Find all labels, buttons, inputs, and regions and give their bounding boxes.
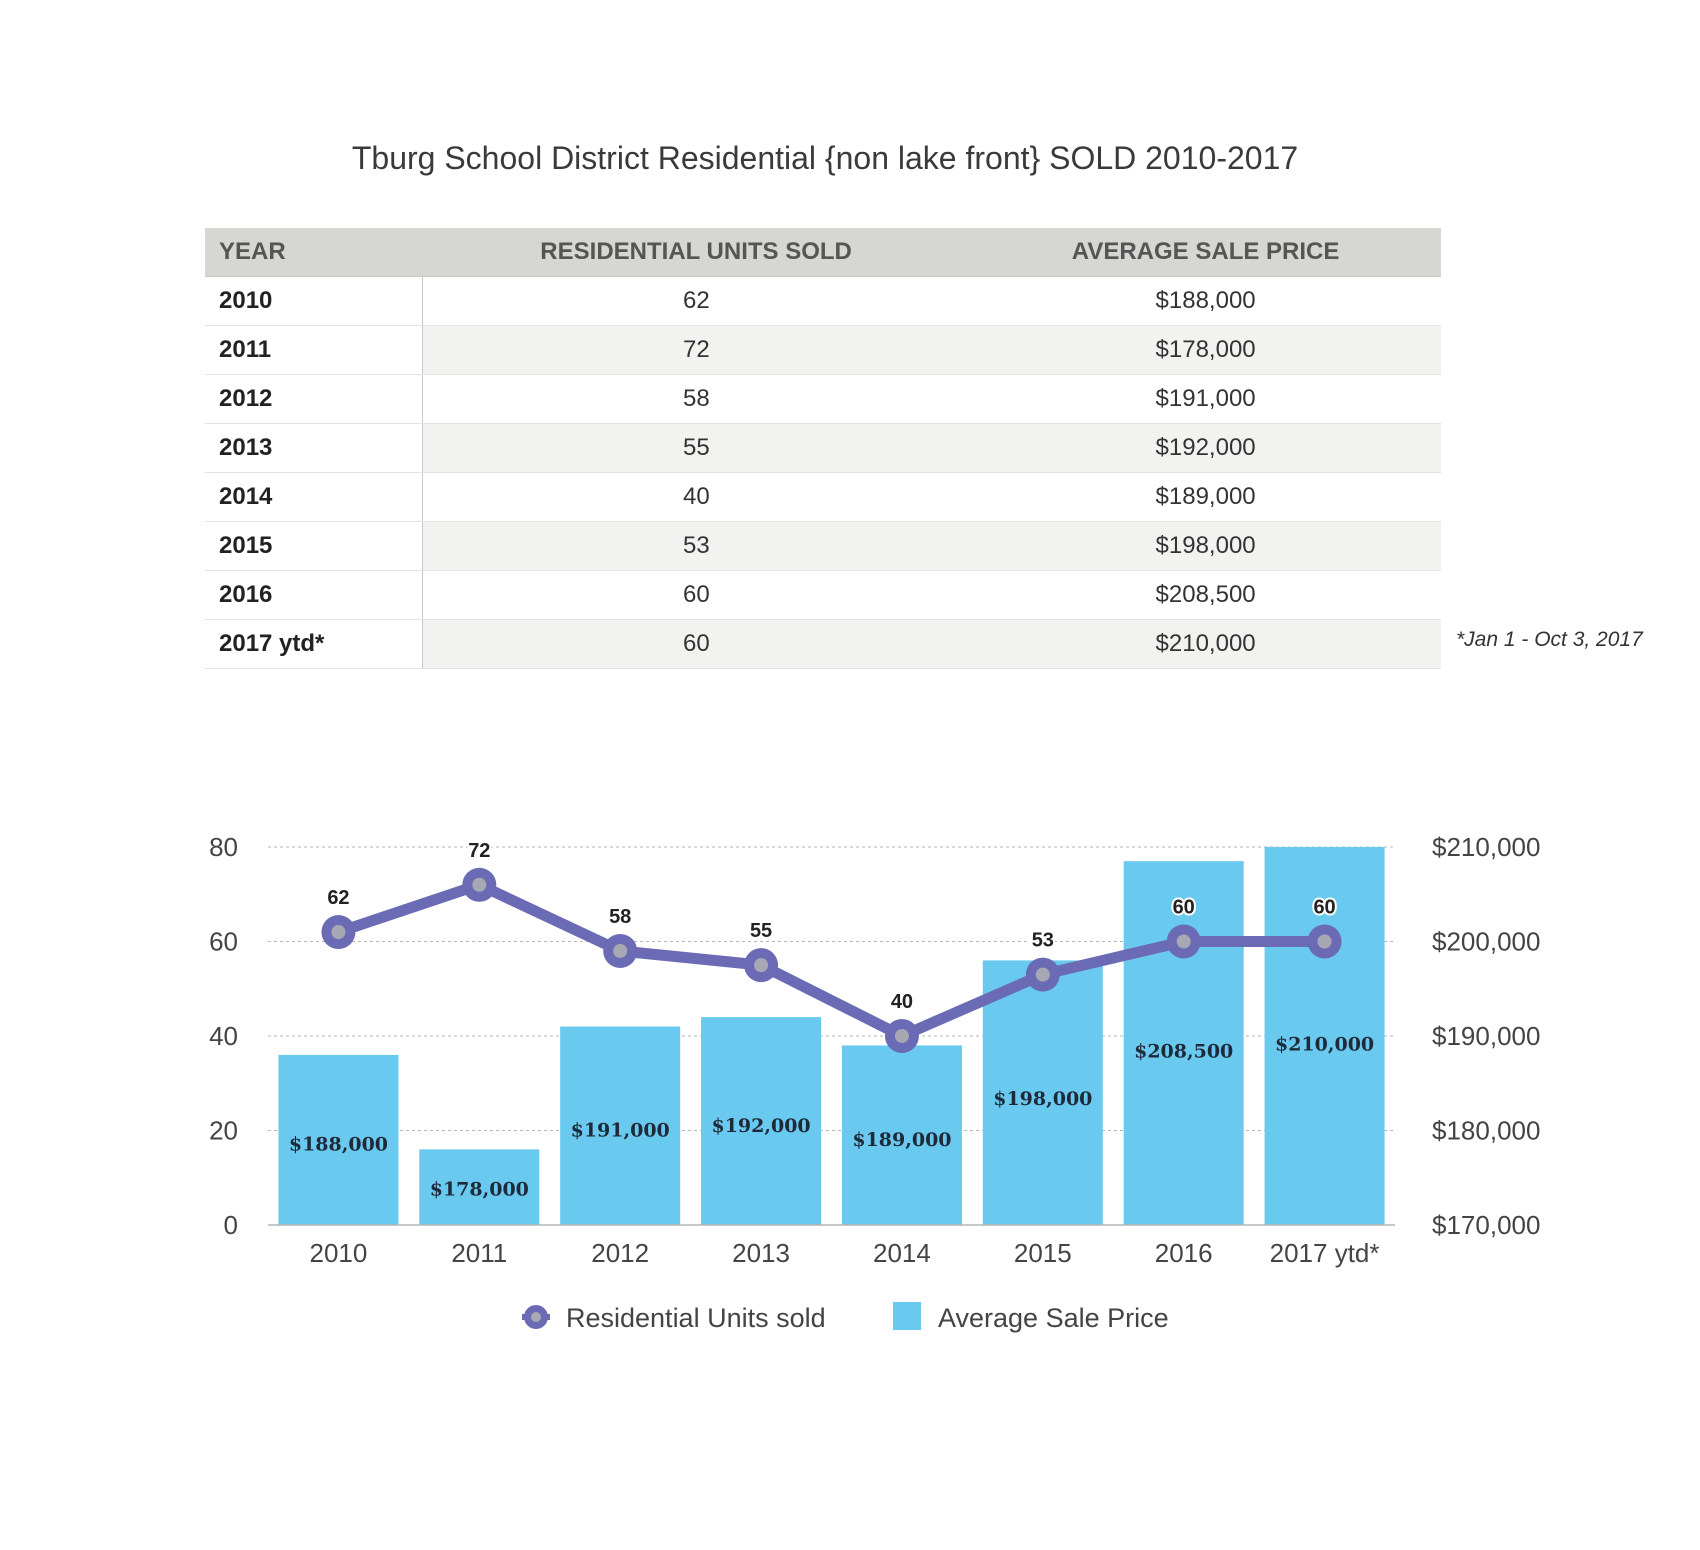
legend-label-price: Average Sale Price bbox=[938, 1303, 1169, 1333]
header-units: RESIDENTIAL UNITS SOLD bbox=[422, 228, 971, 277]
point-value-label: 60 bbox=[1313, 897, 1335, 919]
x-tick-label: 2010 bbox=[310, 1238, 368, 1268]
y-right-tick-label: $200,000 bbox=[1432, 927, 1540, 957]
bar bbox=[560, 1026, 681, 1225]
x-tick-label: 2013 bbox=[732, 1238, 790, 1268]
cell-year: 2015 bbox=[205, 521, 423, 571]
bar bbox=[278, 1054, 399, 1225]
line-point-center bbox=[894, 1029, 909, 1043]
page-title: Tburg School District Residential {non l… bbox=[351, 140, 1299, 176]
cell-price: $191,000 bbox=[970, 374, 1441, 424]
y-right-tick-label: $180,000 bbox=[1432, 1116, 1540, 1146]
cell-year: 2010 bbox=[205, 276, 423, 326]
bar bbox=[841, 1045, 962, 1225]
cell-price: $188,000 bbox=[970, 276, 1441, 326]
cell-price: $208,500 bbox=[970, 570, 1441, 620]
cell-price: $178,000 bbox=[970, 325, 1441, 375]
x-tick-label: 2012 bbox=[591, 1238, 649, 1268]
x-tick-label: 2011 bbox=[451, 1238, 507, 1268]
cell-units: 60 bbox=[422, 619, 971, 669]
bar-value-label: $189,000 bbox=[852, 1129, 951, 1151]
cell-price: $189,000 bbox=[970, 472, 1441, 522]
y-left-tick-label: 80 bbox=[209, 832, 238, 862]
header-price: AVERAGE SALE PRICE bbox=[970, 228, 1441, 277]
table-row: 2016 60 $208,500 bbox=[205, 570, 1441, 620]
cell-units: 55 bbox=[422, 423, 971, 473]
table-row: 2015 53 $198,000 bbox=[205, 521, 1441, 571]
sales-table: YEAR RESIDENTIAL UNITS SOLD AVERAGE SALE… bbox=[205, 228, 1441, 669]
line-point-center bbox=[1176, 934, 1191, 949]
bar bbox=[701, 1017, 822, 1225]
table-row: 2012 58 $191,000 bbox=[205, 374, 1441, 424]
cell-year: 2017 ytd* bbox=[205, 619, 423, 669]
cell-units: 40 bbox=[422, 472, 971, 522]
header-year: YEAR bbox=[205, 228, 422, 277]
cell-year: 2014 bbox=[205, 472, 423, 522]
cell-units: 58 bbox=[422, 374, 971, 424]
cell-year: 2013 bbox=[205, 423, 423, 473]
bar-value-label: $192,000 bbox=[711, 1115, 810, 1137]
cell-year: 2016 bbox=[205, 570, 423, 620]
bar-value-label: $210,000 bbox=[1275, 1034, 1374, 1056]
y-right-tick-label: $210,000 bbox=[1432, 832, 1540, 862]
point-value-label: 40 bbox=[891, 991, 913, 1013]
cell-price: $198,000 bbox=[970, 521, 1441, 571]
point-value-label: 72 bbox=[468, 840, 490, 862]
cell-price: $210,000 bbox=[970, 619, 1441, 669]
bar-value-label: $178,000 bbox=[430, 1179, 529, 1201]
bar-value-label: $191,000 bbox=[571, 1120, 670, 1142]
cell-year: 2012 bbox=[205, 374, 423, 424]
y-left-tick-label: 20 bbox=[209, 1116, 238, 1146]
y-right-tick-label: $190,000 bbox=[1432, 1021, 1540, 1051]
line-point-center bbox=[1035, 967, 1050, 982]
cell-year: 2011 bbox=[205, 325, 423, 375]
x-tick-label: 2016 bbox=[1155, 1238, 1213, 1268]
cell-price: $192,000 bbox=[970, 423, 1441, 473]
legend-line-marker-center bbox=[531, 1312, 541, 1322]
table-row: 2011 72 $178,000 bbox=[205, 325, 1441, 375]
cell-units: 62 bbox=[422, 276, 971, 326]
bar bbox=[1264, 847, 1385, 1225]
bar bbox=[982, 960, 1103, 1225]
bar-value-label: $198,000 bbox=[993, 1088, 1092, 1110]
y-left-tick-label: 60 bbox=[209, 927, 238, 957]
legend-label-units: Residential Units sold bbox=[566, 1303, 826, 1333]
table-header-row: YEAR RESIDENTIAL UNITS SOLD AVERAGE SALE… bbox=[205, 228, 1441, 277]
point-value-label: 60 bbox=[1173, 897, 1195, 919]
table-row: 2013 55 $192,000 bbox=[205, 423, 1441, 473]
point-value-label: 62 bbox=[327, 887, 349, 909]
table-row: 2014 40 $189,000 bbox=[205, 472, 1441, 522]
y-left-tick-label: 40 bbox=[209, 1021, 238, 1051]
cell-units: 60 bbox=[422, 570, 971, 620]
point-value-label: 55 bbox=[750, 920, 772, 942]
legend-bar-swatch bbox=[893, 1302, 921, 1330]
point-value-label: 58 bbox=[609, 906, 631, 928]
x-tick-label: 2015 bbox=[1014, 1238, 1072, 1268]
footnote: *Jan 1 - Oct 3, 2017 bbox=[1456, 628, 1643, 651]
y-left-tick-label: 0 bbox=[224, 1210, 238, 1240]
point-value-label: 53 bbox=[1032, 930, 1054, 952]
bar bbox=[1123, 861, 1244, 1225]
table-row: 2010 62 $188,000 bbox=[205, 276, 1441, 326]
y-right-tick-label: $170,000 bbox=[1432, 1210, 1540, 1240]
line-point-center bbox=[331, 925, 346, 940]
series-line bbox=[336, 879, 1325, 1042]
cell-units: 72 bbox=[422, 325, 971, 375]
bar bbox=[419, 1149, 540, 1225]
bar-value-label: $208,500 bbox=[1134, 1040, 1233, 1062]
x-tick-label: 2017 ytd* bbox=[1270, 1238, 1380, 1268]
bar-value-label: $188,000 bbox=[289, 1133, 388, 1155]
x-tick-label: 2014 bbox=[873, 1238, 931, 1268]
line-point-center bbox=[754, 958, 769, 973]
line-point-center bbox=[472, 877, 487, 892]
line-point-center bbox=[1317, 934, 1332, 949]
line-point-center bbox=[613, 943, 628, 958]
cell-units: 53 bbox=[422, 521, 971, 571]
table-row: 2017 ytd* 60 $210,000 bbox=[205, 619, 1441, 669]
